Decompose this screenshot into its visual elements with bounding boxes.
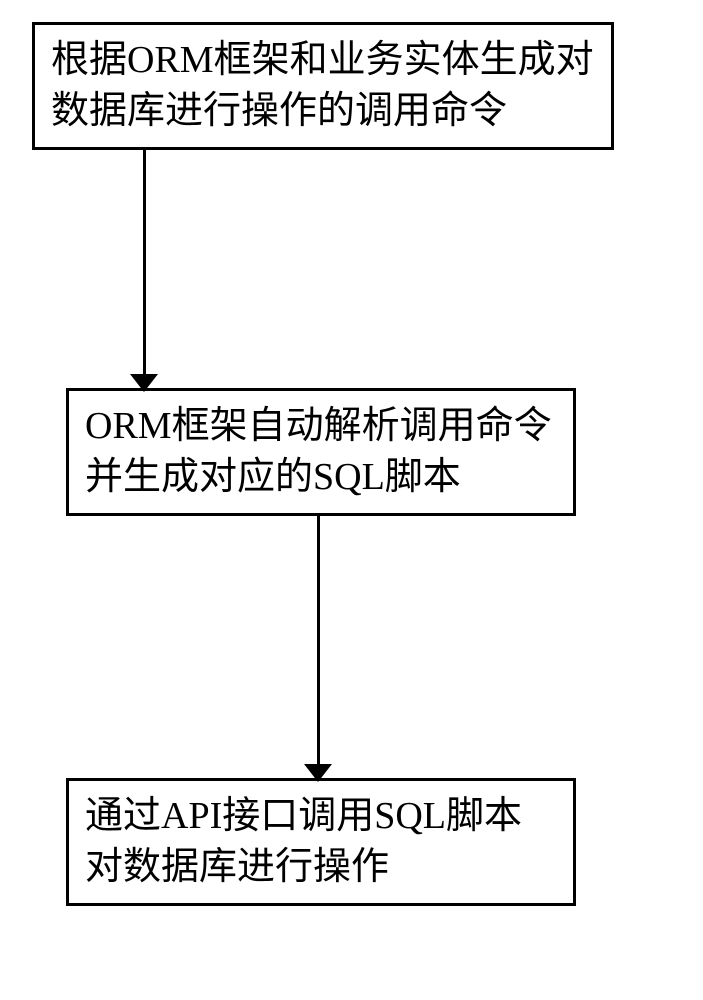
node-text: 通过API接口调用SQL脚本对数据库进行操作 — [85, 791, 557, 894]
node-text: 根据ORM框架和业务实体生成对数据库进行操作的调用命令 — [51, 35, 595, 138]
arrow-head-icon — [130, 374, 158, 392]
arrow-head-icon — [304, 764, 332, 782]
flowchart-edge — [143, 150, 146, 374]
flowchart-node: 根据ORM框架和业务实体生成对数据库进行操作的调用命令 — [32, 22, 614, 150]
flowchart-node: ORM框架自动解析调用命令并生成对应的SQL脚本 — [66, 388, 576, 516]
flowchart-node: 通过API接口调用SQL脚本对数据库进行操作 — [66, 778, 576, 906]
flowchart-container: 根据ORM框架和业务实体生成对数据库进行操作的调用命令 ORM框架自动解析调用命… — [0, 0, 703, 1000]
node-text: ORM框架自动解析调用命令并生成对应的SQL脚本 — [85, 401, 557, 504]
flowchart-edge — [317, 516, 320, 764]
